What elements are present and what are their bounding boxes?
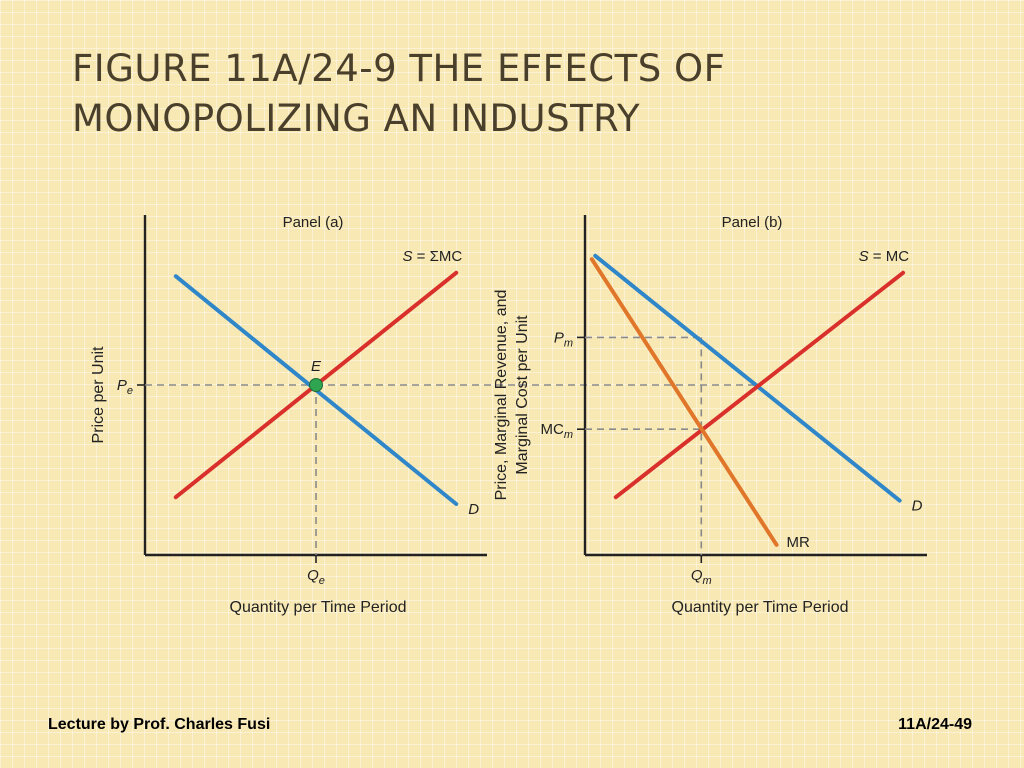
equilibrium-point-label: E <box>311 358 322 375</box>
y-tick-label-pe: Pe <box>117 377 133 397</box>
series-line-demand <box>593 253 902 503</box>
equilibrium-point-marker <box>309 378 323 392</box>
panel-b-y-axis-title-line-2: Marginal Cost per Unit <box>514 315 531 475</box>
slide-title: FIGURE 11A/24-9 THE EFFECTS OF MONOPOLIZ… <box>72 44 972 144</box>
panel-a: Panel (a) Price per Unit Quantity per Ti… <box>90 214 487 616</box>
slide-title-line-1: FIGURE 11A/24-9 THE EFFECTS OF <box>72 47 726 90</box>
series-label-supply: S = ΣMC <box>403 248 463 265</box>
y-tick-label-pm: Pm <box>554 329 573 349</box>
panel-b: Panel (b) Price, Marginal Revenue, and M… <box>493 214 927 616</box>
slide-title-line-2: MONOPOLIZING AN INDUSTRY <box>72 97 641 140</box>
panel-b-title: Panel (b) <box>722 214 783 231</box>
panel-a-x-axis-title: Quantity per Time Period <box>230 599 407 616</box>
panel-a-y-axis-title: Price per Unit <box>90 346 107 443</box>
x-tick-label-qe: Qe <box>307 567 325 587</box>
series-label-supply: S = MC <box>859 248 910 265</box>
series-label-marginal-revenue: MR <box>787 534 810 551</box>
series-label-demand: D <box>468 501 479 518</box>
y-tick-label-mcm: MCm <box>541 421 574 441</box>
footer-lecturer: Lecture by Prof. Charles Fusi <box>48 716 271 733</box>
series-line-supply <box>613 270 906 500</box>
series-line-marginal-revenue <box>589 257 779 547</box>
x-tick-label-qm: Qm <box>691 567 712 587</box>
panel-a-title: Panel (a) <box>283 214 344 231</box>
panel-b-y-axis-title-line-1: Price, Marginal Revenue, and <box>493 290 510 501</box>
footer-slide-number: 11A/24-49 <box>898 716 972 733</box>
series-label-demand: D <box>912 498 923 515</box>
panel-b-x-axis-title: Quantity per Time Period <box>672 599 849 616</box>
